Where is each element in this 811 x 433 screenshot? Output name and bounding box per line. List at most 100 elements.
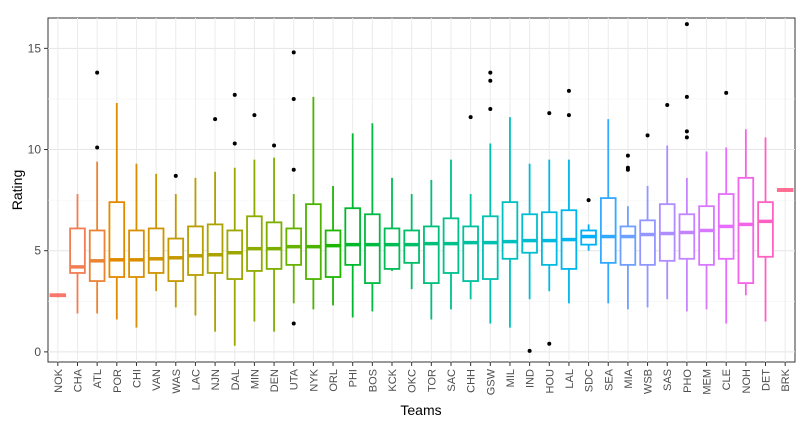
- x-tick-label: MIL: [505, 369, 517, 387]
- box-brk: [776, 187, 794, 193]
- x-tick-label: DAL: [230, 369, 242, 390]
- x-tick-label: PHI: [348, 369, 360, 387]
- iqr-box: [462, 225, 479, 282]
- x-tick-label: SAS: [662, 369, 674, 391]
- outlier-point: [684, 22, 689, 27]
- outlier-point: [232, 92, 237, 97]
- box-sdc: [580, 198, 597, 251]
- x-tick-label: LAC: [190, 369, 202, 390]
- box-atl: [88, 70, 106, 314]
- x-tick-label: BRK: [780, 368, 792, 391]
- iqr-box: [757, 201, 774, 258]
- x-tick-label: NOH: [741, 369, 753, 394]
- box-cle: [717, 90, 735, 324]
- y-tick-label: 10: [28, 143, 42, 157]
- iqr-box: [619, 225, 637, 266]
- iqr-box: [187, 225, 204, 276]
- plot-panel: [47, 17, 796, 363]
- box-min: [246, 113, 263, 322]
- iqr-box: [364, 213, 381, 284]
- box-mem: [698, 151, 715, 310]
- iqr-box: [639, 219, 656, 266]
- y-tick-label: 0: [34, 345, 41, 359]
- outlier-point: [547, 341, 552, 346]
- x-tick-label: BOS: [367, 369, 379, 392]
- x-tick-label: POR: [112, 369, 124, 393]
- x-tick-label: MIA: [623, 368, 635, 388]
- outlier-point: [488, 70, 493, 75]
- iqr-box: [226, 229, 244, 280]
- outlier-point: [291, 167, 296, 172]
- iqr-box: [599, 197, 617, 264]
- iqr-box: [108, 201, 126, 278]
- box-lal: [560, 88, 578, 304]
- box-lac: [187, 177, 204, 316]
- y-tick-label: 5: [34, 244, 41, 258]
- x-tick-label: NYK: [308, 368, 320, 391]
- outlier-point: [665, 103, 670, 108]
- box-bos: [364, 123, 381, 312]
- outlier-point: [173, 173, 178, 178]
- box-gsw: [482, 70, 499, 324]
- x-tick-label: WAS: [171, 369, 183, 394]
- iqr-box: [737, 176, 755, 284]
- box-tor: [423, 179, 440, 320]
- iqr-box: [442, 217, 460, 274]
- box-orl: [324, 185, 342, 306]
- outlier-point: [468, 115, 473, 120]
- box-van: [147, 173, 165, 292]
- box-phi: [344, 133, 361, 318]
- outlier-point: [95, 70, 100, 75]
- x-tick-label: IND: [525, 369, 537, 388]
- outlier-point: [488, 78, 493, 83]
- box-wsb: [639, 133, 656, 308]
- outlier-point: [272, 143, 277, 148]
- outlier-point: [625, 165, 630, 170]
- x-tick-label: DET: [761, 369, 773, 391]
- x-tick-label: CHI: [131, 369, 143, 388]
- outlier-point: [95, 145, 100, 150]
- outlier-point: [547, 111, 552, 116]
- box-noh: [737, 129, 755, 296]
- x-tick-label: LAL: [564, 369, 576, 389]
- x-tick-label: MEM: [702, 369, 714, 395]
- x-tick-label: SDC: [584, 369, 596, 392]
- outlier-point: [684, 94, 689, 99]
- x-tick-label: KCK: [387, 368, 399, 391]
- outlier-point: [566, 113, 571, 118]
- box-nok: [49, 293, 67, 298]
- box-nyk: [305, 96, 322, 310]
- x-tick-label: OKC: [407, 369, 419, 393]
- iqr-box: [88, 229, 106, 282]
- iqr-box: [521, 213, 538, 254]
- box-layer: [49, 22, 794, 353]
- outlier-point: [566, 88, 571, 93]
- box-uta: [285, 50, 302, 326]
- box-por: [108, 102, 126, 320]
- box-kck: [383, 177, 401, 271]
- outlier-point: [291, 50, 296, 55]
- axis-layer: 0 5 10 15 NOK CHA ATL POR CHI VAN WAS LAC NJN DAL MIN D…: [28, 41, 793, 395]
- x-tick-label: ATL: [92, 369, 104, 388]
- x-tick-label: ORL: [328, 369, 340, 392]
- iqr-box: [383, 227, 401, 270]
- outlier-point: [488, 107, 493, 112]
- x-tick-label: CLE: [721, 369, 733, 390]
- x-tick-label: UTA: [289, 368, 301, 390]
- x-tick-label: PHO: [682, 369, 694, 393]
- x-tick-label: CHH: [466, 369, 478, 393]
- x-tick-label: NJN: [210, 369, 222, 390]
- iqr-box: [128, 229, 145, 278]
- box-hou: [541, 111, 558, 346]
- y-tick-label: 15: [28, 41, 42, 55]
- box-was: [167, 173, 185, 308]
- x-tick-label: SEA: [603, 368, 615, 391]
- box-sas: [658, 103, 676, 300]
- outlier-point: [232, 141, 237, 146]
- outlier-point: [213, 117, 218, 122]
- x-tick-label: GSW: [485, 368, 497, 395]
- x-tick-label: SAC: [446, 369, 458, 392]
- iqr-box: [167, 237, 185, 282]
- outlier-point: [291, 321, 296, 326]
- iqr-box: [69, 227, 86, 274]
